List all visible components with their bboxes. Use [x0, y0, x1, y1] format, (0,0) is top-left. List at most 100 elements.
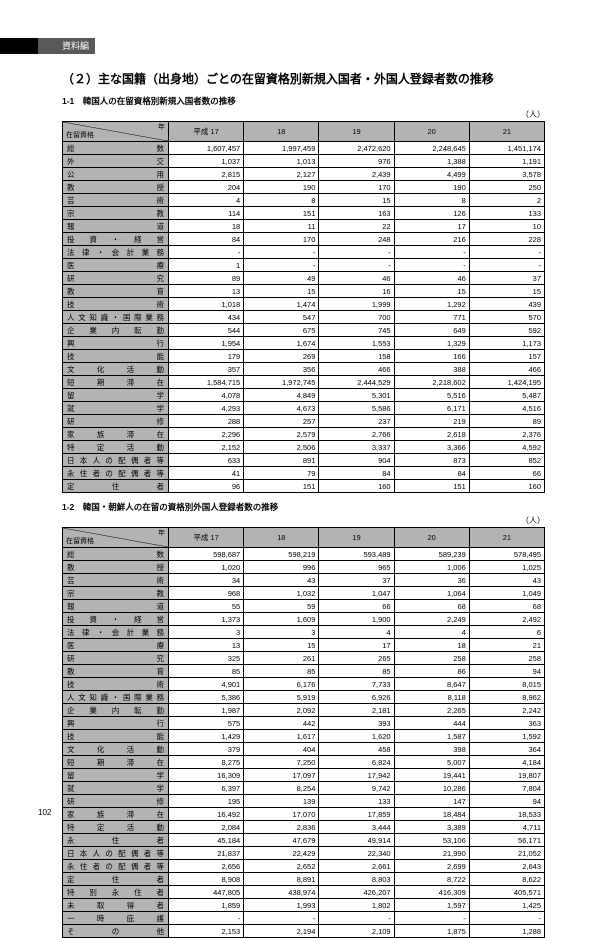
row-label: 留学	[63, 769, 169, 782]
cell: 1,620	[319, 730, 394, 743]
cell: 1,875	[394, 925, 469, 938]
table-row: その他2,1532,1942,1091,8751,288	[63, 925, 545, 938]
cell: 2,661	[319, 860, 394, 873]
cell: 94	[469, 795, 544, 808]
row-label: 技術	[63, 298, 169, 311]
table-row: 報道5559666868	[63, 600, 545, 613]
main-content: （２）主な国籍（出身地）ごとの在留資格別新規入国者・外国人登録者数の推移 1-1…	[62, 70, 545, 938]
cell: 4,849	[244, 389, 319, 402]
table-row: 文化活動379404458398364	[63, 743, 545, 756]
table-row: 日本人の配偶者等21,83722,42922,34021,99021,052	[63, 847, 545, 860]
table-row: 教授204190170190250	[63, 181, 545, 194]
cell: 466	[469, 363, 544, 376]
cell: 1,373	[169, 613, 244, 626]
unit-label-2: （人）	[62, 515, 545, 526]
row-label: 技術	[63, 678, 169, 691]
cell: 45,184	[169, 834, 244, 847]
cell: 56,171	[469, 834, 544, 847]
cell: 578,495	[469, 548, 544, 561]
cell: -	[169, 912, 244, 925]
table-row: 特別永住者447,805438,974426,207416,309405,571	[63, 886, 545, 899]
cell: -	[319, 259, 394, 272]
cell: 745	[319, 324, 394, 337]
cell: 2,643	[469, 860, 544, 873]
cell: -	[169, 246, 244, 259]
cell: -	[244, 912, 319, 925]
cell: 6	[469, 626, 544, 639]
table2-subtitle: 1-2 韓国・朝鮮人の在留の資格別外国人登録者数の推移	[62, 501, 545, 513]
row-label: 研修	[63, 795, 169, 808]
table-row: 教授1,0209969651,0061,025	[63, 561, 545, 574]
cell: 216	[394, 233, 469, 246]
cell: -	[319, 912, 394, 925]
table-row: 永住者45,18447,67949,91453,10656,171	[63, 834, 545, 847]
cell: 219	[394, 415, 469, 428]
col-header: 平成 17	[169, 528, 244, 548]
cell: 700	[319, 311, 394, 324]
cell: 1,425	[469, 899, 544, 912]
cell: 1,049	[469, 587, 544, 600]
table-row: 人文知識・国際業務5,3865,9196,9268,1188,962	[63, 691, 545, 704]
cell: 1,013	[244, 155, 319, 168]
cell: 1,288	[469, 925, 544, 938]
cell: 8	[244, 194, 319, 207]
cell: 771	[394, 311, 469, 324]
cell: 7,804	[469, 782, 544, 795]
table-row: 宗教9681,0321,0471,0641,049	[63, 587, 545, 600]
row-label: 総数	[63, 548, 169, 561]
cell: 439	[469, 298, 544, 311]
cell: 363	[469, 717, 544, 730]
cell: 1,592	[469, 730, 544, 743]
cell: 288	[169, 415, 244, 428]
corner-header: 年在留資格	[63, 122, 169, 142]
row-label: 就学	[63, 402, 169, 415]
cell: 2,248,645	[394, 142, 469, 155]
cell: 43	[244, 574, 319, 587]
cell: 41	[169, 467, 244, 480]
table-row: 研修19513913314794	[63, 795, 545, 808]
cell: 84	[169, 233, 244, 246]
cell: 2,152	[169, 441, 244, 454]
cell: 195	[169, 795, 244, 808]
row-label: 宗教	[63, 587, 169, 600]
cell: 2,444,529	[319, 376, 394, 389]
table-row: 留学4,0784,8495,3015,5165,487	[63, 389, 545, 402]
cell: 4,184	[469, 756, 544, 769]
cell: 325	[169, 652, 244, 665]
cell: 1,972,745	[244, 376, 319, 389]
cell: 1,025	[469, 561, 544, 574]
cell: 2,439	[319, 168, 394, 181]
cell: 434	[169, 311, 244, 324]
table-row: 研修28825723721989	[63, 415, 545, 428]
cell: 257	[244, 415, 319, 428]
cell: 1,597	[394, 899, 469, 912]
cell: 4,516	[469, 402, 544, 415]
table-row: 定住者96151160151160	[63, 480, 545, 493]
cell: 1,859	[169, 899, 244, 912]
col-header: 20	[394, 528, 469, 548]
cell: 84	[394, 467, 469, 480]
row-label: 法律・会計業務	[63, 246, 169, 259]
cell: 269	[244, 350, 319, 363]
cell: 3,444	[319, 821, 394, 834]
row-label: 家族滞在	[63, 808, 169, 821]
corner-header: 年在留資格	[63, 528, 169, 548]
cell: 10,286	[394, 782, 469, 795]
cell: 5,386	[169, 691, 244, 704]
cell: 5,919	[244, 691, 319, 704]
cell: 598,687	[169, 548, 244, 561]
table-row: 投資・経営84170248216228	[63, 233, 545, 246]
cell: 1,173	[469, 337, 544, 350]
cell: -	[394, 912, 469, 925]
cell: 393	[319, 717, 394, 730]
cell: 170	[244, 233, 319, 246]
cell: 1,609	[244, 613, 319, 626]
page-number: 102	[38, 808, 51, 817]
cell: 34	[169, 574, 244, 587]
cell: 43	[469, 574, 544, 587]
cell: 204	[169, 181, 244, 194]
row-label: 公用	[63, 168, 169, 181]
cell: 4	[169, 194, 244, 207]
cell: 170	[319, 181, 394, 194]
cell: -	[469, 259, 544, 272]
